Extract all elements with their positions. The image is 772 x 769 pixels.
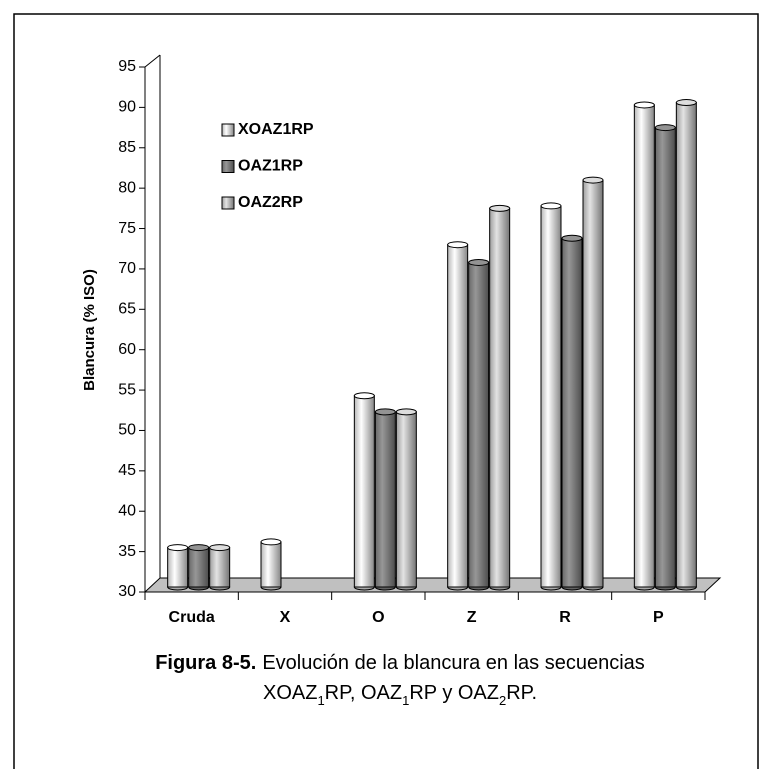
y-tick-label: 85 <box>118 139 136 156</box>
bar <box>468 261 490 588</box>
caption-text: Evolución de la blancura en las secuenci… <box>262 652 644 674</box>
bar-top <box>468 258 490 266</box>
bar <box>188 547 210 588</box>
bar-top <box>209 544 231 552</box>
y-tick-label: 35 <box>118 543 136 560</box>
bar <box>395 411 417 588</box>
y-tick-label: 45 <box>118 462 136 479</box>
legend-label: OAZ2RP <box>238 194 303 211</box>
y-tick-label: 55 <box>118 381 136 398</box>
caption-text: RP. <box>506 682 537 704</box>
caption-text: XOAZ <box>263 682 317 704</box>
bar-top <box>582 176 604 184</box>
y-tick-label: 40 <box>118 502 136 519</box>
bar-top <box>654 124 676 132</box>
bar-top <box>540 202 562 210</box>
bar-top <box>447 241 469 249</box>
bar <box>167 547 189 588</box>
bar-top <box>561 234 583 242</box>
bar <box>374 411 396 588</box>
legend-label: XOAZ1RP <box>238 121 314 138</box>
bar <box>654 127 676 588</box>
x-tick-label: O <box>372 609 384 626</box>
y-tick-label: 50 <box>118 422 136 439</box>
y-tick-label: 75 <box>118 220 136 237</box>
bar <box>447 244 469 588</box>
bar-top <box>353 392 375 400</box>
y-tick-label: 80 <box>118 179 136 196</box>
bar <box>633 104 655 588</box>
caption-label: Figura 8-5. <box>155 652 256 674</box>
x-tick-label: P <box>653 609 664 626</box>
y-axis-label: Blancura (% ISO) <box>81 269 98 391</box>
bar <box>209 547 231 588</box>
bar-top <box>374 408 396 416</box>
caption: Figura 8-5. Evolución de la blancura en l… <box>155 652 645 674</box>
bar-top <box>489 204 511 212</box>
caption-subscript: 1 <box>402 693 409 708</box>
caption-subscript: 2 <box>499 693 506 708</box>
wall-edge <box>144 54 161 68</box>
bar-top <box>675 99 697 107</box>
floor <box>143 577 722 593</box>
y-tick-label: 60 <box>118 341 136 358</box>
bar <box>353 395 375 588</box>
legend-swatch <box>221 196 235 210</box>
bar-top <box>188 544 210 552</box>
bar-top <box>260 538 282 546</box>
bar-top <box>395 408 417 416</box>
legend-swatch <box>221 123 235 137</box>
caption: XOAZ1RP, OAZ1RP y OAZ2RP. <box>263 682 537 708</box>
y-tick-label: 30 <box>118 583 136 600</box>
caption-text: RP, OAZ <box>325 682 402 704</box>
bar <box>489 207 511 588</box>
bar-top <box>167 544 189 552</box>
y-tick-label: 95 <box>118 58 136 75</box>
x-tick-label: Z <box>467 609 477 626</box>
legend-label: OAZ1RP <box>238 158 303 175</box>
legend-swatch <box>221 160 235 173</box>
bar <box>561 237 583 588</box>
x-tick-label: Cruda <box>169 609 215 626</box>
bar <box>675 102 697 588</box>
bar-top <box>633 101 655 109</box>
bar <box>260 541 282 588</box>
caption-text: RP y OAZ <box>409 682 499 704</box>
y-tick-label: 65 <box>118 301 136 318</box>
y-tick-label: 90 <box>118 99 136 116</box>
bar <box>540 205 562 588</box>
x-tick-label: X <box>280 609 291 626</box>
y-tick-label: 70 <box>118 260 136 277</box>
bar <box>582 179 604 588</box>
caption-subscript: 1 <box>317 693 324 708</box>
x-tick-label: R <box>559 609 571 626</box>
